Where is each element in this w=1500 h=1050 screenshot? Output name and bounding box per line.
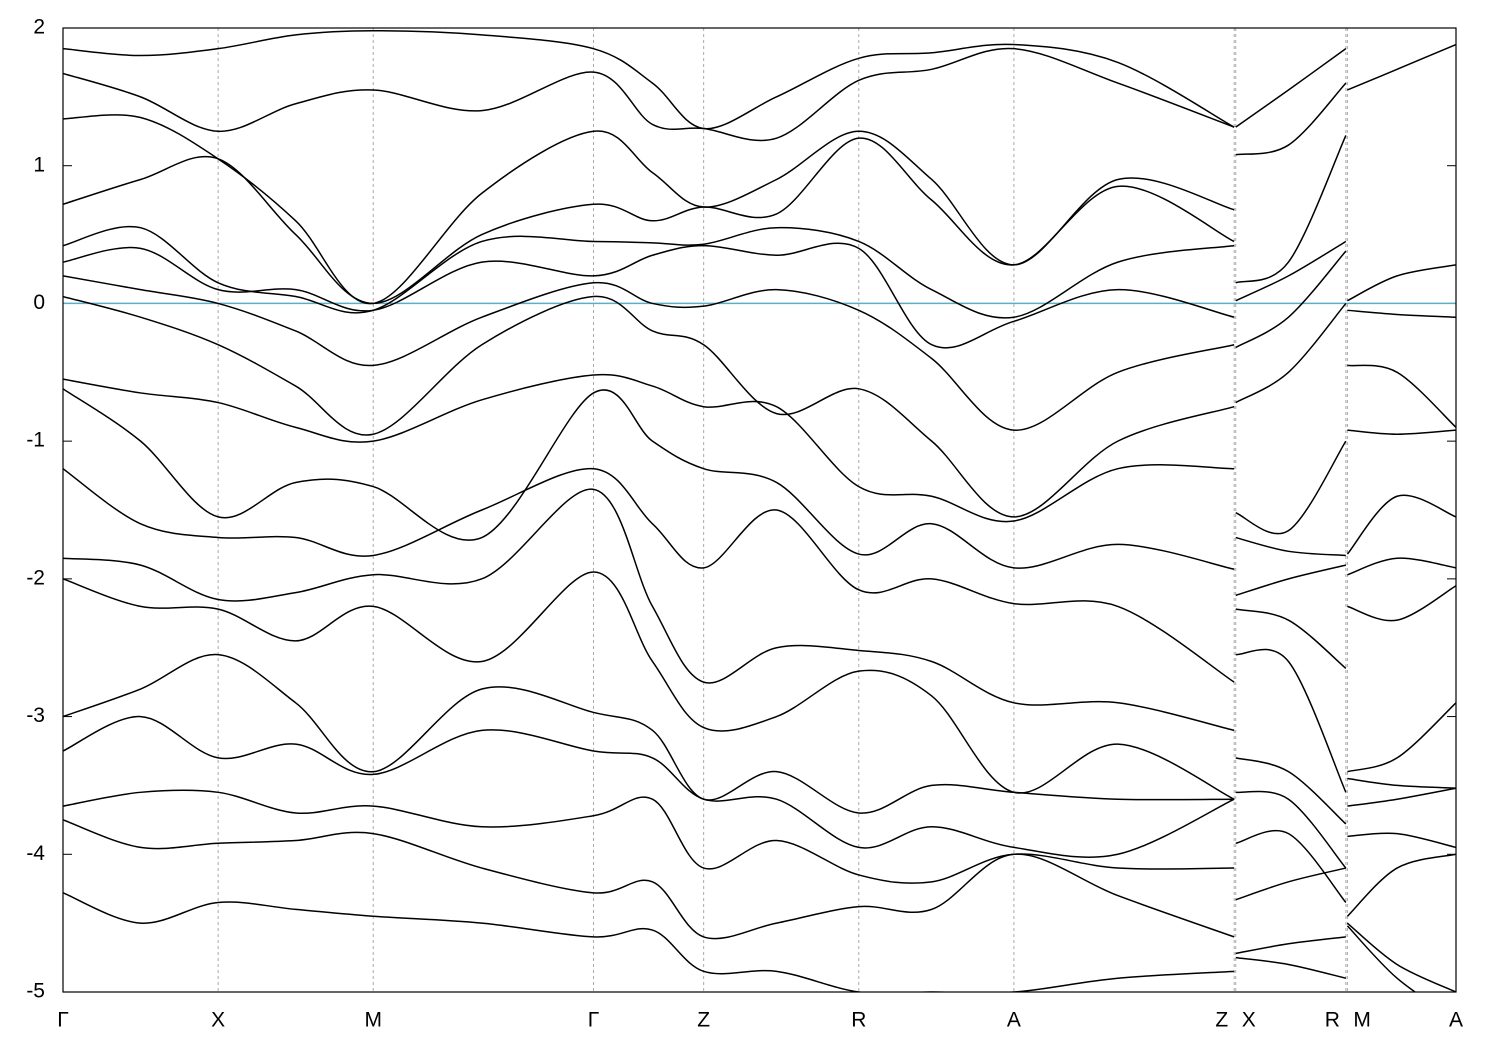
band-line [63,571,1456,917]
band-line [63,819,1347,979]
x-tick-label: Γ [588,1009,600,1032]
x-tick-label: R [1325,1009,1340,1032]
band-line [63,715,1417,992]
band-line [63,225,1456,436]
y-tick-label: -2 [26,566,45,589]
band-line [63,467,1456,807]
x-tick-label: M [364,1009,382,1032]
y-tick-label: -4 [26,842,45,865]
band-line [63,488,1456,849]
band-line [63,29,1456,130]
band-line [63,275,1456,576]
x-tick-label: X [211,1009,225,1032]
band-line [63,242,1456,555]
y-tick-label: -3 [26,704,45,727]
x-tick-label: M [1353,1009,1371,1032]
band-line [63,653,1456,992]
bands [63,29,1456,992]
plot-frame [62,27,1457,993]
band-line [63,295,1456,622]
x-tick-label: Γ [57,1009,69,1032]
x-tick-label: A [1007,1009,1021,1032]
y-tick-label: 2 [33,16,45,39]
y-tick-label: -1 [26,429,45,452]
band-line [63,47,1456,302]
band-line [63,373,1456,773]
x-tick-label: Z [697,1009,710,1032]
x-tick-label: R [851,1009,866,1032]
x-tick-label: X [1242,1009,1256,1032]
y-tick-label: 0 [33,291,45,314]
x-tick-label: A [1449,1009,1463,1032]
y-tick-label: 1 [33,153,45,176]
y-tick-label: -5 [26,980,45,1003]
band-line [63,892,1235,992]
x-tick-label: Z [1215,1009,1228,1032]
band-line [63,388,1456,789]
band-line [63,137,1456,428]
